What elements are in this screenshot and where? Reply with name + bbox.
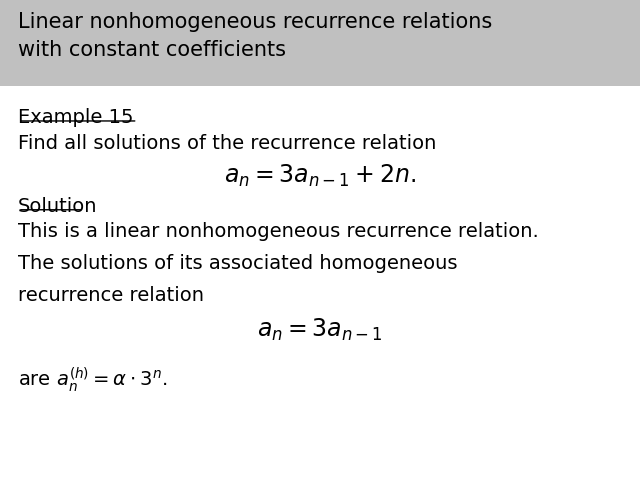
Text: The solutions of its associated homogeneous: The solutions of its associated homogene… — [18, 254, 458, 274]
Text: $a_n = 3a_{n-1}$: $a_n = 3a_{n-1}$ — [257, 317, 383, 343]
FancyBboxPatch shape — [0, 0, 640, 86]
Text: Solution: Solution — [18, 197, 97, 216]
Text: recurrence relation: recurrence relation — [18, 286, 204, 305]
Text: This is a linear nonhomogeneous recurrence relation.: This is a linear nonhomogeneous recurren… — [18, 222, 539, 241]
Text: are $a_n^{(h)} = \alpha \cdot 3^n.$: are $a_n^{(h)} = \alpha \cdot 3^n.$ — [18, 365, 167, 394]
Text: Example 15: Example 15 — [18, 108, 133, 127]
Text: Find all solutions of the recurrence relation: Find all solutions of the recurrence rel… — [18, 134, 436, 154]
Text: Linear nonhomogeneous recurrence relations
with constant coefficients: Linear nonhomogeneous recurrence relatio… — [18, 12, 492, 60]
Text: $a_n = 3a_{n-1} + 2n.$: $a_n = 3a_{n-1} + 2n.$ — [224, 163, 416, 190]
